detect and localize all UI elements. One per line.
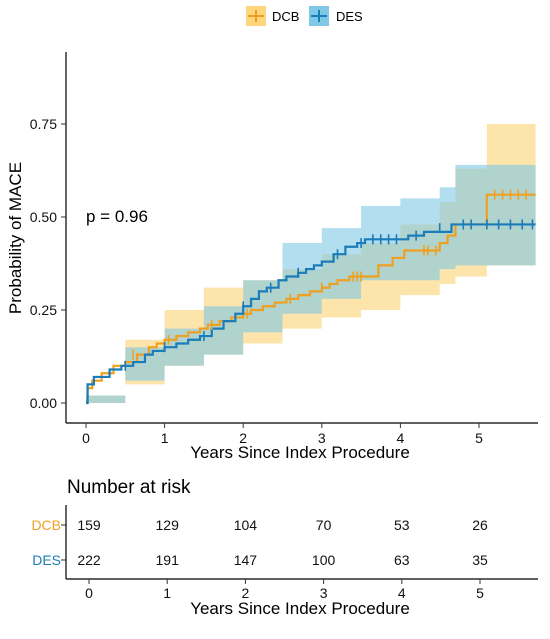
y-tick-label-0: 0.00 [30,395,57,411]
y-tick-label-1: 0.25 [30,302,57,318]
x-tick-label-0: 0 [82,430,90,446]
risk-x-axis-title: Years Since Index Procedure [190,599,410,618]
x-tick-label-1: 1 [161,430,169,446]
risk-cell-des-1: 191 [156,552,180,568]
risk-x-tick-label-0: 0 [85,585,93,601]
risk-cell-dcb-2: 104 [234,517,258,533]
y-tick-label-3: 0.75 [30,116,57,132]
risk-cell-des-3: 100 [312,552,336,568]
risk-table: DCB 159 129 104 70 53 26 DES 222 191 147 100 63 35 [31,517,488,568]
risk-x-tick-label-3: 3 [320,585,328,601]
risk-cell-dcb-1: 129 [156,517,180,533]
risk-cell-dcb-0: 159 [77,517,101,533]
risk-cell-des-5: 35 [472,552,488,568]
main-axis-ticks: 0 1 2 3 4 5 0.00 0.25 0.50 0.75 [30,116,483,446]
x-tick-label-2: 2 [239,430,247,446]
risk-cell-dcb-5: 26 [472,517,488,533]
risk-cell-des-2: 147 [234,552,258,568]
p-value-annotation: p = 0.96 [86,207,148,226]
km-line-dcb [86,193,536,405]
y-axis-title: Probability of MACE [6,162,25,314]
risk-row-label-dcb: DCB [31,517,61,533]
risk-x-tick-label-4: 4 [398,585,406,601]
x-axis-title: Years Since Index Procedure [190,443,410,462]
risk-table-title: Number at risk [67,477,191,498]
survival-lines [86,193,536,405]
risk-x-tick-label-1: 1 [163,585,171,601]
x-tick-label-3: 3 [318,430,326,446]
risk-axis-ticks: 0 1 2 3 4 5 [85,579,484,601]
x-tick-label-5: 5 [475,430,483,446]
legend-des-label: DES [336,9,363,24]
risk-row-label-des: DES [32,552,61,568]
risk-cell-dcb-4: 53 [394,517,410,533]
confidence-bands [86,124,536,403]
risk-cell-des-0: 222 [77,552,101,568]
x-tick-label-4: 4 [397,430,405,446]
risk-cell-dcb-3: 70 [316,517,332,533]
risk-cell-des-4: 63 [394,552,410,568]
risk-x-tick-label-5: 5 [476,585,484,601]
ci-band-des [86,164,536,403]
legend: DCB DES [246,6,363,26]
legend-dcb-label: DCB [272,9,299,24]
km-line-des [86,223,536,405]
censor-marks [124,189,534,371]
risk-x-tick-label-2: 2 [242,585,250,601]
y-tick-label-2: 0.50 [30,209,57,225]
